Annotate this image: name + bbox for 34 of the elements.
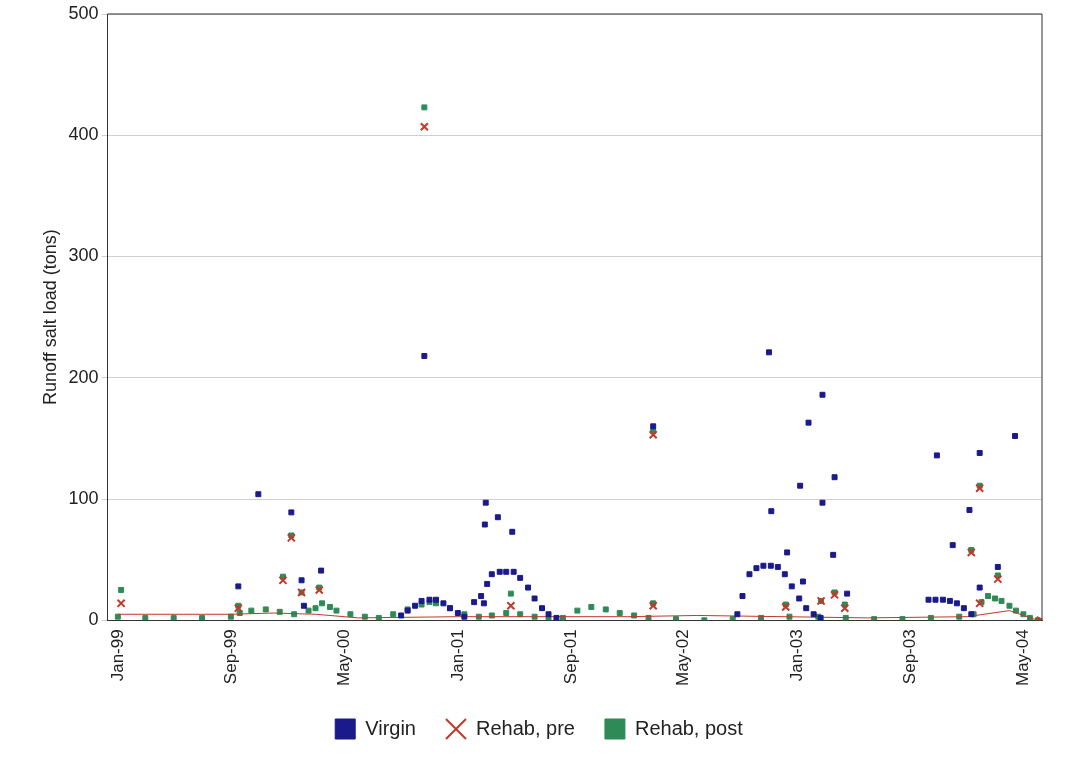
point xyxy=(830,590,840,600)
point xyxy=(648,601,658,611)
y-axis-title: Runoff salt load (tons) xyxy=(39,229,60,406)
x-tick-label: May-02 xyxy=(673,629,693,686)
y-tick-label: 200 xyxy=(68,366,99,387)
y-tick-label: 300 xyxy=(68,245,99,266)
x-tick-label: May-04 xyxy=(1013,629,1033,686)
point xyxy=(278,575,288,585)
x-tick-label: Sep-03 xyxy=(900,629,920,685)
x-tick-label: May-00 xyxy=(333,629,353,686)
point xyxy=(286,533,296,543)
x-tick-label: Jan-99 xyxy=(107,629,127,682)
point xyxy=(419,122,429,132)
y-tick-label: 400 xyxy=(68,124,99,145)
point xyxy=(116,598,126,608)
point xyxy=(975,483,985,493)
point xyxy=(781,602,791,612)
x-tick-label: Sep-01 xyxy=(560,629,580,685)
y-tick-label: 100 xyxy=(68,488,99,509)
legend-label: Rehab, post xyxy=(634,716,744,739)
point xyxy=(993,574,1003,584)
y-tick-label: 0 xyxy=(88,609,99,630)
point xyxy=(966,547,976,557)
legend-label: Virgin xyxy=(365,716,416,739)
x-tick-label: Jan-01 xyxy=(447,629,467,682)
x-tick-label: Sep-99 xyxy=(220,629,240,685)
x-tick-label: Jan-03 xyxy=(787,629,807,682)
legend-label: Rehab, pre xyxy=(475,716,575,739)
point xyxy=(233,603,243,613)
point xyxy=(840,603,850,613)
y-tick-label: 500 xyxy=(68,2,99,23)
point xyxy=(314,585,324,595)
point xyxy=(648,430,658,440)
point xyxy=(506,601,516,611)
